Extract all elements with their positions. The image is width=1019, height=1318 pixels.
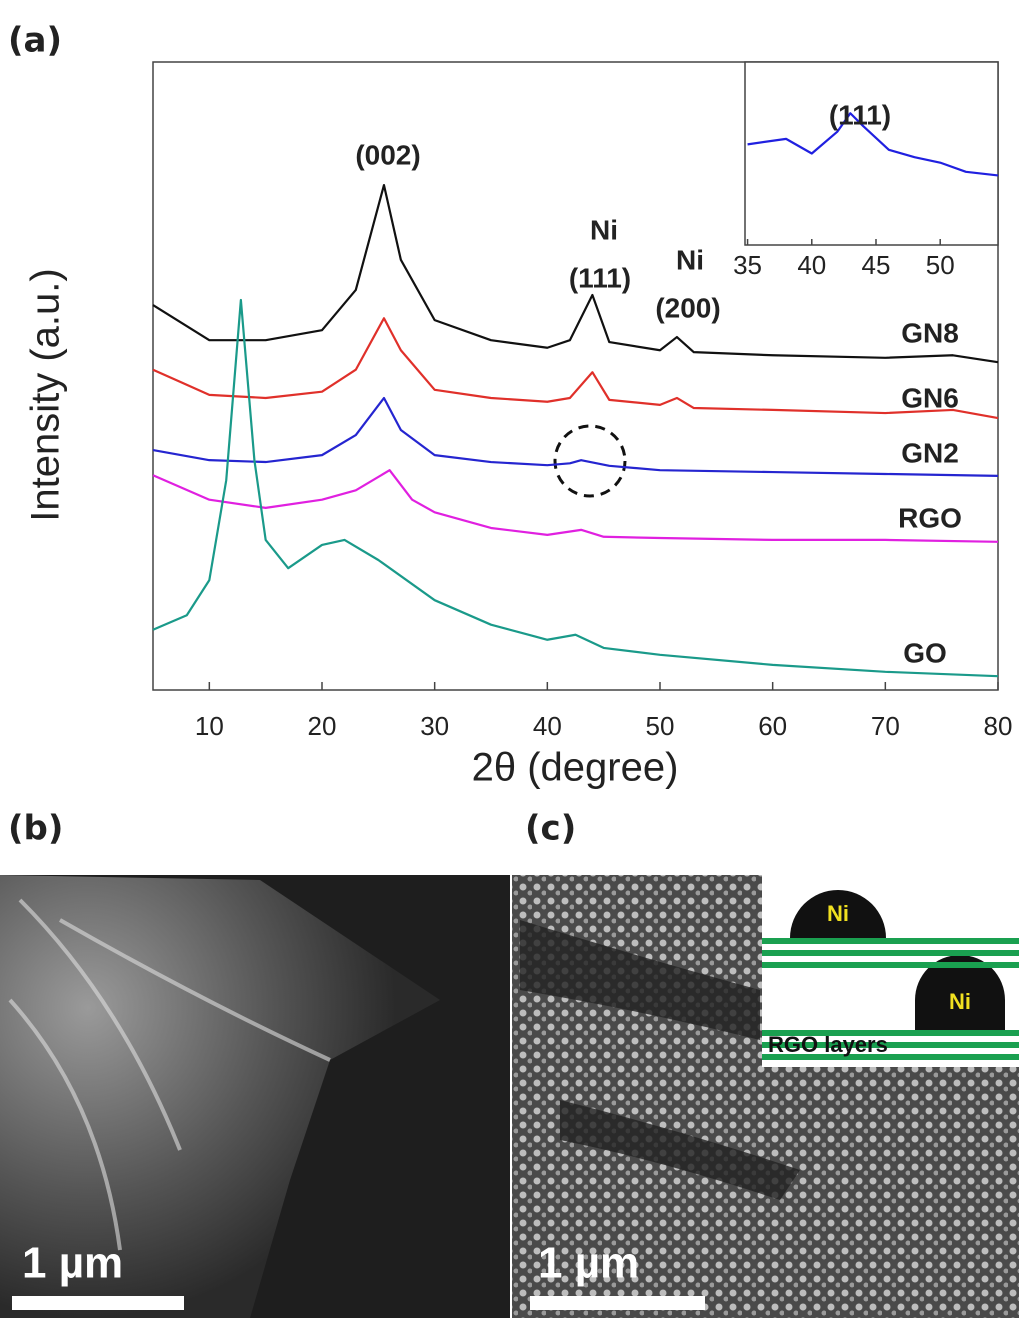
- x-tick-label: 50: [646, 711, 675, 741]
- sem-panel-c: 1 µm Ni Ni RGO layers: [512, 875, 1019, 1318]
- figure: (a) (b) (c) 2θ (degree) Intensity (a.u.)…: [0, 0, 1019, 1318]
- x-axis-label: 2θ (degree): [472, 746, 679, 790]
- x-tick-label: 20: [308, 711, 337, 741]
- series-label: GO: [903, 637, 947, 668]
- scale-bar: [530, 1296, 705, 1310]
- inset-frame: [745, 62, 998, 245]
- x-tick-label: 35: [733, 250, 762, 280]
- scale-bar-label: 1 µm: [538, 1239, 639, 1288]
- scale-bar: [12, 1296, 184, 1310]
- y-axis-label: Intensity (a.u.): [24, 268, 68, 521]
- x-tick-label: 50: [926, 250, 955, 280]
- series-line: [153, 398, 998, 476]
- panel-label: (b): [8, 809, 63, 849]
- series-label: GN8: [901, 317, 959, 348]
- ni-label: Ni: [827, 901, 849, 926]
- panel-label: (c): [525, 809, 576, 849]
- x-tick-label: 10: [195, 711, 224, 741]
- annotation: Ni: [676, 244, 704, 275]
- annotation: (002): [355, 139, 420, 170]
- x-tick-label: 60: [758, 711, 787, 741]
- inset-chart: 35 40 45 50 (111): [733, 62, 998, 280]
- series-label: RGO: [898, 502, 962, 533]
- panel-label: (a): [8, 21, 62, 61]
- ni-label: Ni: [949, 989, 971, 1014]
- x-tick-label: 45: [862, 250, 891, 280]
- series-label: GN2: [901, 437, 959, 468]
- layers-label: RGO layers: [768, 1032, 888, 1057]
- series-line: [153, 470, 998, 542]
- series-label: GN6: [901, 382, 959, 413]
- annotation: Ni: [590, 214, 618, 245]
- x-tick-label: 40: [797, 250, 826, 280]
- x-tick-label: 30: [420, 711, 449, 741]
- x-tick-label: 40: [533, 711, 562, 741]
- annotation: (111): [569, 262, 631, 293]
- annotation: (111): [829, 99, 891, 130]
- scale-bar-label: 1 µm: [22, 1239, 123, 1288]
- series-line: [153, 318, 998, 418]
- x-tick-label: 70: [871, 711, 900, 741]
- annotation: (200): [655, 292, 720, 323]
- sem-panel-b: 1 µm: [0, 875, 510, 1318]
- x-tick-label: 80: [984, 711, 1013, 741]
